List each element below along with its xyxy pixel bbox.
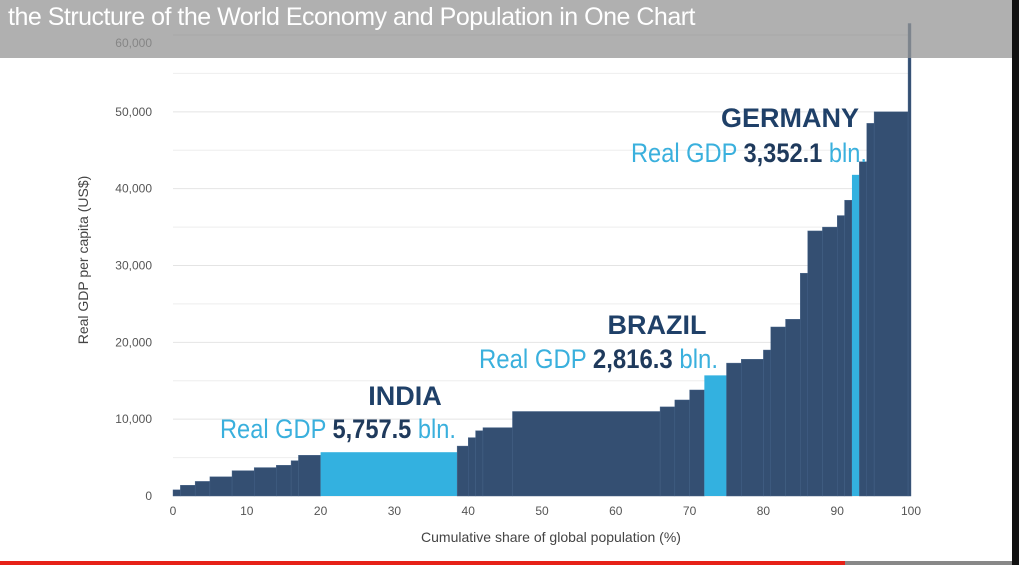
y-tick-label: 30,000 [115, 259, 152, 273]
x-tick-label: 60 [609, 504, 623, 518]
annotation-value: 3,352.1 [743, 138, 822, 168]
x-tick-label: 70 [683, 504, 697, 518]
bar [172, 489, 181, 497]
y-tick-label: 40,000 [115, 182, 152, 196]
x-tick-label: 10 [240, 504, 254, 518]
svg-text:Real GDP 5,757.5 b: Real GDP 5,757.5 bln. [220, 414, 456, 444]
annotation-germany: GERMANY Real GDP 3,352.1 bln. [631, 103, 867, 168]
x-tick-label: 40 [462, 504, 476, 518]
x-tick-label: 50 [535, 504, 549, 518]
bar [194, 481, 211, 497]
y-tick-label: 20,000 [115, 335, 152, 349]
bar [822, 226, 838, 497]
bar [209, 476, 233, 497]
bar [512, 411, 661, 497]
annotation-country: INDIA [368, 381, 442, 411]
bar-highlighted [704, 375, 727, 496]
bar [456, 445, 469, 497]
x-tick-label: 90 [831, 504, 845, 518]
bar [475, 430, 484, 497]
annotation-label: Real GDP [631, 138, 737, 168]
bar [276, 465, 292, 497]
video-progress-fill[interactable] [0, 561, 846, 565]
x-axis-label: Cumulative share of global population (%… [421, 529, 681, 545]
x-tick-label: 80 [757, 504, 771, 518]
y-axis-label: Real GDP per capita (US$) [75, 176, 91, 345]
annotation-label: Real GDP [220, 414, 326, 444]
bar [482, 427, 513, 497]
video-title-overlay: the Structure of the World Economy and P… [0, 0, 1012, 58]
y-tick-label: 10,000 [115, 412, 152, 426]
annotation-india: INDIA Real GDP 5,757.5 bln. [220, 381, 456, 444]
bar [741, 359, 764, 497]
y-tick-label: 0 [145, 489, 152, 503]
annotation-label: Real GDP [479, 344, 586, 374]
annotation-country: BRAZIL [608, 310, 707, 340]
x-tick-label: 30 [388, 504, 402, 518]
annotation-value: 2,816.3 [593, 344, 673, 374]
bar [837, 215, 845, 497]
x-tick-label: 0 [170, 504, 177, 518]
bar [253, 467, 277, 497]
bar [298, 455, 321, 497]
x-tick-label: 100 [901, 504, 921, 518]
bar [770, 326, 786, 497]
bar [800, 272, 808, 497]
bar [674, 399, 690, 497]
bar [907, 23, 912, 497]
bar-highlighted [320, 452, 458, 496]
bar [231, 470, 255, 497]
bar [866, 123, 875, 497]
bar [785, 319, 801, 497]
bar [844, 199, 853, 497]
annotation-unit: bln. [418, 414, 456, 444]
y-tick-label: 50,000 [115, 105, 152, 119]
svg-text:Real GDP 2,816.3 b: Real GDP 2,816.3 bln. [479, 344, 718, 374]
video-title[interactable]: the Structure of the World Economy and P… [8, 3, 696, 31]
bar [807, 230, 823, 497]
bar [689, 389, 705, 497]
bar [873, 111, 909, 497]
bar [290, 460, 299, 497]
annotation-unit: bln. [829, 138, 867, 168]
bar [763, 349, 771, 497]
annotation-unit: bln. [679, 344, 718, 374]
annotation-country: GERMANY [721, 103, 859, 133]
bar [659, 406, 676, 497]
annotation-brazil: BRAZIL Real GDP 2,816.3 bln. [479, 310, 718, 374]
annotation-value: 5,757.5 [332, 414, 411, 444]
bar [859, 161, 867, 497]
bar [468, 437, 476, 497]
window-edge [1012, 0, 1019, 565]
bar [180, 485, 196, 497]
bar-highlighted [851, 174, 860, 496]
svg-text:Real GDP 3,352.1 b: Real GDP 3,352.1 bln. [631, 138, 867, 168]
x-tick-label: 20 [314, 504, 328, 518]
bar [726, 362, 742, 497]
